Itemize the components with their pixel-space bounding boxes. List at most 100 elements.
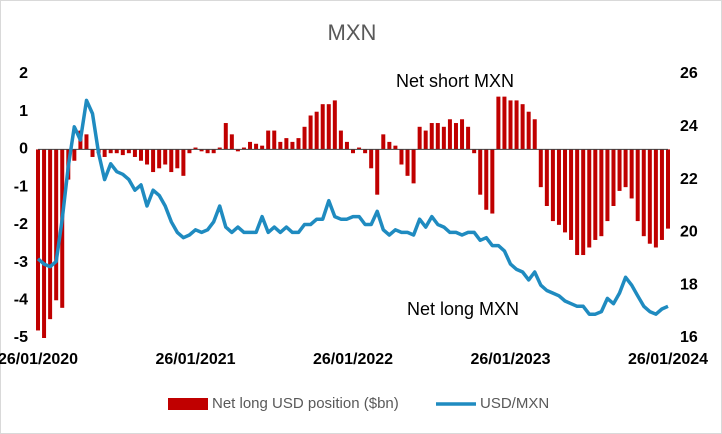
y2-tick-label: 26 (680, 65, 698, 82)
x-tick-label: 26/01/2020 (0, 351, 78, 368)
bar (151, 149, 156, 173)
y2-tick-label: 16 (680, 329, 698, 346)
annotation: Net long MXN (407, 299, 519, 319)
bar (641, 149, 646, 237)
bar (272, 130, 277, 150)
x-tick-label: 26/01/2024 (628, 351, 708, 368)
bar (108, 149, 113, 154)
y-tick-label: -5 (14, 329, 28, 346)
bar (332, 100, 337, 150)
bar (387, 141, 392, 150)
bar (399, 149, 404, 165)
bar (145, 149, 150, 165)
bar (490, 149, 495, 214)
bar (260, 145, 265, 150)
bar (338, 130, 343, 150)
x-tick-label: 26/01/2021 (155, 351, 235, 368)
bar (36, 149, 40, 331)
bar (569, 149, 574, 240)
bar (508, 100, 513, 150)
bar (181, 149, 186, 176)
bar (526, 111, 531, 150)
bar (605, 149, 610, 222)
bar (496, 96, 501, 150)
bar (211, 149, 216, 154)
bar (205, 149, 210, 154)
bar (102, 149, 107, 157)
bar (114, 149, 119, 154)
y2-tick-label: 20 (680, 224, 698, 241)
bar (381, 134, 386, 150)
bar (599, 149, 604, 237)
bar (308, 115, 313, 150)
y2-tick-label: 24 (680, 118, 698, 135)
legend-swatch (168, 398, 208, 410)
bar (217, 147, 222, 150)
bar (187, 149, 192, 154)
line (36, 98, 669, 316)
bar (435, 123, 440, 150)
bar (659, 149, 664, 240)
bar (520, 104, 525, 150)
bar (423, 130, 428, 150)
bar (169, 149, 174, 173)
bar (575, 149, 580, 256)
bar (629, 149, 634, 199)
legend-label: Net long USD position ($bn) (212, 395, 399, 412)
y-tick-label: -3 (14, 254, 28, 271)
bar (235, 149, 240, 152)
bar (653, 149, 658, 248)
bar (90, 149, 95, 157)
bar (635, 149, 640, 222)
bar (623, 149, 628, 188)
bar (617, 149, 622, 191)
bar (199, 149, 204, 152)
bar (193, 147, 198, 150)
bar (393, 145, 398, 150)
bar (484, 149, 489, 210)
bar (314, 111, 319, 150)
bar (363, 149, 368, 154)
y-tick-label: 1 (19, 103, 28, 120)
bar (556, 149, 561, 225)
bar (296, 138, 301, 150)
y-tick-label: -2 (14, 216, 28, 233)
bar (290, 141, 295, 150)
bar (42, 149, 47, 338)
bar (138, 149, 143, 161)
y-tick-label: -1 (14, 178, 28, 195)
y-tick-label: 0 (19, 141, 28, 158)
bar (163, 149, 168, 165)
bar (223, 123, 228, 150)
x-tick-label: 26/01/2023 (470, 351, 550, 368)
bar (248, 141, 253, 150)
bar (502, 96, 507, 150)
bar (666, 149, 670, 229)
chart-title: MXN (328, 20, 377, 45)
bar (460, 119, 465, 150)
bar (254, 143, 259, 150)
bar (241, 147, 246, 150)
bar (132, 149, 137, 157)
bar (478, 149, 483, 195)
y2-tick-label: 22 (680, 171, 698, 188)
bar (417, 126, 422, 150)
bar (302, 126, 307, 150)
bar (326, 104, 331, 150)
bar (447, 119, 452, 150)
bar (284, 138, 289, 150)
bar (157, 149, 162, 169)
bar (405, 149, 410, 176)
bar (441, 126, 446, 150)
bar (278, 141, 283, 150)
bar (48, 149, 53, 320)
bar (593, 149, 598, 240)
bar (229, 134, 234, 150)
bar (587, 149, 592, 248)
bar (120, 149, 125, 156)
legend-label: USD/MXN (480, 395, 549, 412)
y2-tick-label: 18 (680, 276, 698, 293)
bar (514, 100, 519, 150)
annotation: Net short MXN (396, 71, 514, 91)
